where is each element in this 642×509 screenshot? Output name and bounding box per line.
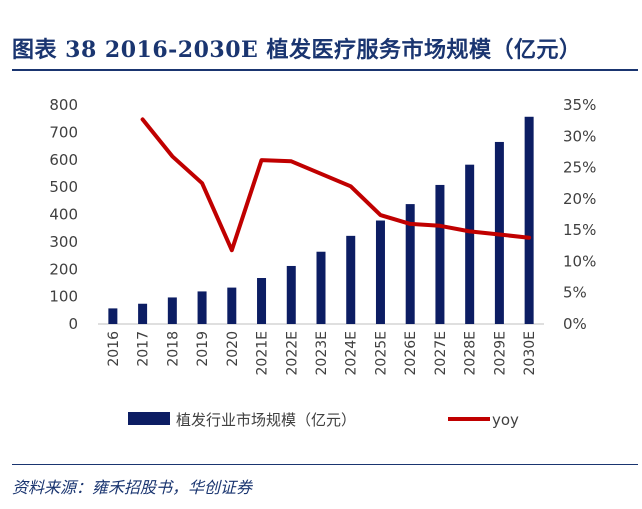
bar <box>138 303 148 324</box>
left-tick-label: 200 <box>49 260 78 278</box>
right-y-axis: 0% 5% 10% 15% 20% 25% 30% 35% <box>563 96 596 333</box>
x-tick-label: 2027E <box>433 331 449 375</box>
bar <box>435 184 445 324</box>
x-tick-label: 2019 <box>195 331 211 367</box>
x-tick-label: 2023E <box>314 331 330 375</box>
left-tick-label: 400 <box>49 206 78 224</box>
left-tick-label: 500 <box>49 178 78 196</box>
bar <box>108 308 118 324</box>
left-tick-label: 300 <box>49 233 78 251</box>
left-tick-label: 0 <box>68 315 78 333</box>
title-divider <box>12 69 638 71</box>
source-note: 资料来源：雍禾招股书，华创证券 <box>12 478 253 497</box>
bar <box>257 278 267 324</box>
left-tick-label: 600 <box>49 151 78 169</box>
left-tick-label: 100 <box>49 288 78 306</box>
x-tick-label: 2021E <box>255 331 271 375</box>
x-tick-label: 2016 <box>106 331 122 367</box>
x-tick-label: 2022E <box>284 331 300 375</box>
legend-bar-swatch <box>128 412 170 425</box>
x-tick-label: 2024E <box>344 331 360 375</box>
bar <box>524 116 534 325</box>
chart-title: 图表 38 2016-2030E 植发医疗服务市场规模（亿元） <box>12 37 582 63</box>
bar <box>286 265 296 324</box>
x-tick-label: 2020 <box>225 331 241 367</box>
right-tick-label: 20% <box>563 190 596 208</box>
bar <box>197 291 207 324</box>
bar <box>405 204 415 324</box>
left-tick-label: 700 <box>49 123 78 141</box>
right-tick-label: 25% <box>563 159 596 177</box>
legend-bar-label: 植发行业市场规模（亿元） <box>176 411 356 429</box>
bar <box>316 251 326 324</box>
right-tick-label: 5% <box>563 284 587 302</box>
left-y-axis: 0 100 200 300 400 500 600 700 800 <box>49 96 78 333</box>
x-tick-label: 2028E <box>463 331 479 375</box>
bar <box>167 297 177 324</box>
right-tick-label: 10% <box>563 252 596 270</box>
right-tick-label: 0% <box>563 315 587 333</box>
right-tick-label: 30% <box>563 127 596 145</box>
footer-divider <box>12 464 638 465</box>
x-tick-label: 2029E <box>492 331 508 375</box>
legend-line-label: yoy <box>492 411 519 429</box>
x-tick-label: 2017 <box>136 331 152 367</box>
legend: 植发行业市场规模（亿元） yoy <box>128 411 519 429</box>
x-tick-label: 2026E <box>403 331 419 375</box>
x-tick-label: 2025E <box>373 331 389 375</box>
right-tick-label: 35% <box>563 96 596 114</box>
bar <box>346 235 356 324</box>
left-tick-label: 800 <box>49 96 78 114</box>
x-tick-label: 2030E <box>522 331 538 375</box>
bar <box>227 287 237 324</box>
right-tick-label: 15% <box>563 221 596 239</box>
x-tick-label: 2018 <box>165 331 181 367</box>
bar <box>375 220 385 324</box>
bar-series <box>108 116 534 325</box>
x-axis-labels: 2016 2017 2018 2019 2020 2021E 2022E 2023E 2024E… <box>106 331 538 376</box>
bar <box>465 164 475 324</box>
yoy-line <box>140 117 532 253</box>
